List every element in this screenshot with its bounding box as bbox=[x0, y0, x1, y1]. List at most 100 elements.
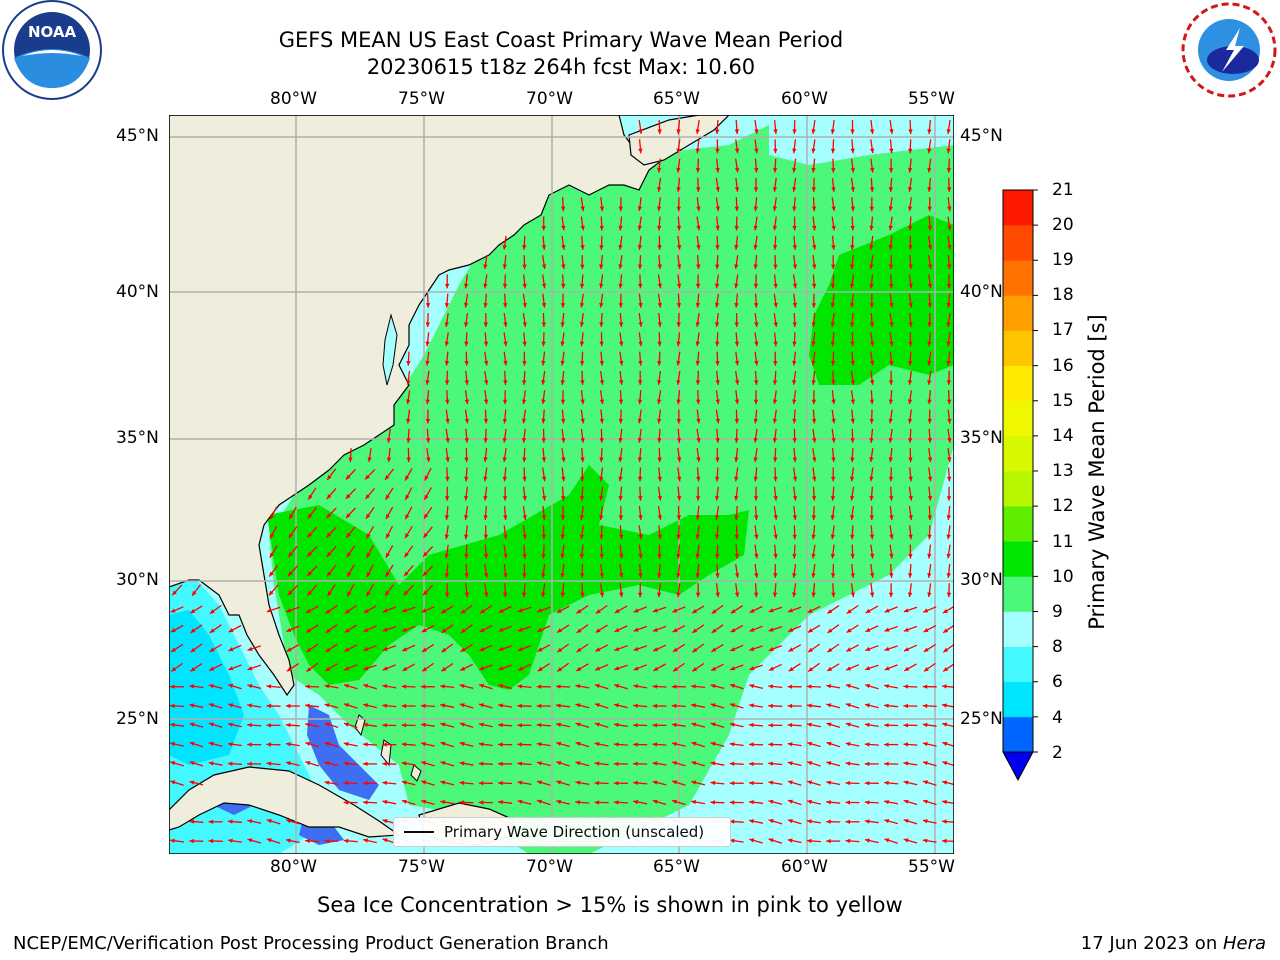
wave-arrow-head bbox=[850, 302, 855, 308]
wave-arrow-head bbox=[517, 761, 523, 766]
wave-arrow-head bbox=[943, 608, 948, 614]
colorbar-tick: 15 bbox=[1052, 391, 1074, 411]
wave-arrow-head bbox=[287, 590, 293, 596]
wave-arrow-head bbox=[483, 303, 488, 308]
wave-arrow-head bbox=[903, 684, 908, 689]
wave-arrow-head bbox=[734, 553, 740, 559]
colorbar-tick: 10 bbox=[1052, 567, 1074, 587]
colorbar-tick: 14 bbox=[1052, 426, 1074, 446]
wave-arrow-head bbox=[870, 573, 875, 578]
wave-arrow-head bbox=[599, 418, 604, 424]
wave-arrow-head bbox=[382, 646, 388, 651]
wave-arrow-head bbox=[498, 703, 503, 708]
wave-arrow-head bbox=[676, 225, 682, 231]
wave-arrow-head bbox=[904, 647, 909, 652]
wave-arrow-head bbox=[422, 667, 428, 672]
wave-arrow-head bbox=[714, 515, 720, 520]
wave-arrow-head bbox=[792, 167, 797, 173]
wave-arrow-head bbox=[850, 476, 855, 482]
wave-arrow-head bbox=[522, 457, 527, 463]
wave-arrow-head bbox=[638, 302, 643, 308]
wave-arrow-head bbox=[715, 592, 720, 598]
wave-arrow-head bbox=[561, 264, 566, 269]
wave-arrow-head bbox=[729, 800, 735, 805]
wave-arrow-head bbox=[714, 322, 720, 327]
wave-arrow-head bbox=[657, 438, 662, 443]
wave-arrow-head bbox=[579, 534, 585, 540]
wave-arrow-head bbox=[768, 723, 773, 728]
wave-arrow-head bbox=[889, 573, 894, 578]
wave-arrow-head bbox=[521, 438, 527, 443]
wave-arrow-head bbox=[599, 206, 605, 212]
wave-arrow-head bbox=[189, 761, 195, 766]
wave-arrow-head bbox=[677, 476, 682, 482]
wave-arrow-head bbox=[903, 703, 908, 709]
colorbar-tick: 4 bbox=[1052, 708, 1063, 728]
wave-arrow-head bbox=[903, 723, 908, 728]
wave-arrow-head bbox=[710, 761, 716, 766]
wave-arrow-head bbox=[366, 591, 371, 597]
wave-arrow-head bbox=[483, 457, 488, 463]
colorbar-segment bbox=[1003, 541, 1033, 577]
wave-arrow-head bbox=[869, 264, 874, 269]
wave-arrow-head bbox=[599, 322, 604, 327]
wave-arrow-head bbox=[676, 322, 681, 327]
wave-arrow-head bbox=[285, 838, 291, 843]
wave-arrow-head bbox=[170, 741, 175, 747]
wave-arrow-head bbox=[942, 741, 948, 746]
wave-arrow-head bbox=[749, 761, 754, 767]
wave-arrow-head bbox=[734, 476, 739, 482]
wave-arrow-head bbox=[404, 552, 409, 558]
wave-arrow-head bbox=[366, 572, 371, 578]
sea-ice-note-text: Sea Ice Concentration > 15% is shown in … bbox=[317, 893, 903, 917]
wave-arrow-head bbox=[541, 418, 546, 424]
wave-arrow-head bbox=[599, 554, 604, 559]
wave-arrow-head bbox=[479, 647, 485, 652]
wave-arrow-head bbox=[710, 703, 716, 708]
wave-arrow-head bbox=[421, 628, 427, 633]
colorbar-tick: 11 bbox=[1052, 532, 1074, 552]
wave-arrow-head bbox=[580, 592, 585, 598]
wave-arrow-head bbox=[638, 129, 643, 134]
wave-arrow-head bbox=[695, 168, 701, 173]
wave-arrow-head bbox=[788, 647, 794, 652]
wave-arrow-head bbox=[773, 515, 778, 520]
wave-arrow-head bbox=[575, 761, 581, 766]
lon-label-top: 80°W bbox=[270, 89, 317, 109]
wave-arrow-head bbox=[363, 646, 369, 651]
wave-arrow-head bbox=[711, 609, 717, 614]
wave-arrow-head bbox=[754, 380, 759, 385]
wave-arrow-head bbox=[753, 264, 758, 270]
wave-arrow-head bbox=[445, 457, 450, 462]
wave-arrow-head bbox=[850, 457, 855, 463]
wave-arrow-head bbox=[715, 399, 720, 405]
wave-arrow-head bbox=[812, 457, 817, 462]
wave-arrow-head bbox=[927, 129, 932, 134]
wave-arrow-head bbox=[518, 666, 524, 671]
wave-arrow-head bbox=[943, 628, 949, 633]
wave-arrow-head bbox=[869, 341, 875, 347]
wave-arrow-head bbox=[637, 438, 642, 443]
wave-arrow-head bbox=[869, 476, 874, 482]
wave-arrow-head bbox=[695, 573, 700, 578]
lat-label-right: 30°N bbox=[960, 570, 1003, 590]
wave-arrow-head bbox=[811, 496, 817, 501]
wave-arrow-head bbox=[827, 628, 833, 633]
wave-arrow-head bbox=[753, 303, 759, 308]
wave-arrow-head bbox=[464, 476, 469, 482]
wave-arrow-head bbox=[517, 608, 523, 613]
lat-label-left: 30°N bbox=[116, 570, 159, 590]
wave-arrow-head bbox=[402, 627, 407, 632]
wave-arrow-head bbox=[536, 722, 542, 728]
wave-arrow-head bbox=[208, 761, 214, 766]
wave-arrow-head bbox=[479, 666, 485, 671]
wave-arrow-head bbox=[850, 264, 855, 270]
wave-arrow-head bbox=[464, 283, 469, 289]
wave-arrow-head bbox=[946, 399, 952, 405]
wave-arrow-head bbox=[888, 206, 893, 212]
wave-arrow-head bbox=[324, 722, 330, 727]
wave-arrow-head bbox=[576, 647, 582, 653]
wave-arrow-head bbox=[715, 187, 720, 192]
wave-arrow-head bbox=[498, 780, 503, 786]
wave-arrow-head bbox=[190, 608, 196, 614]
